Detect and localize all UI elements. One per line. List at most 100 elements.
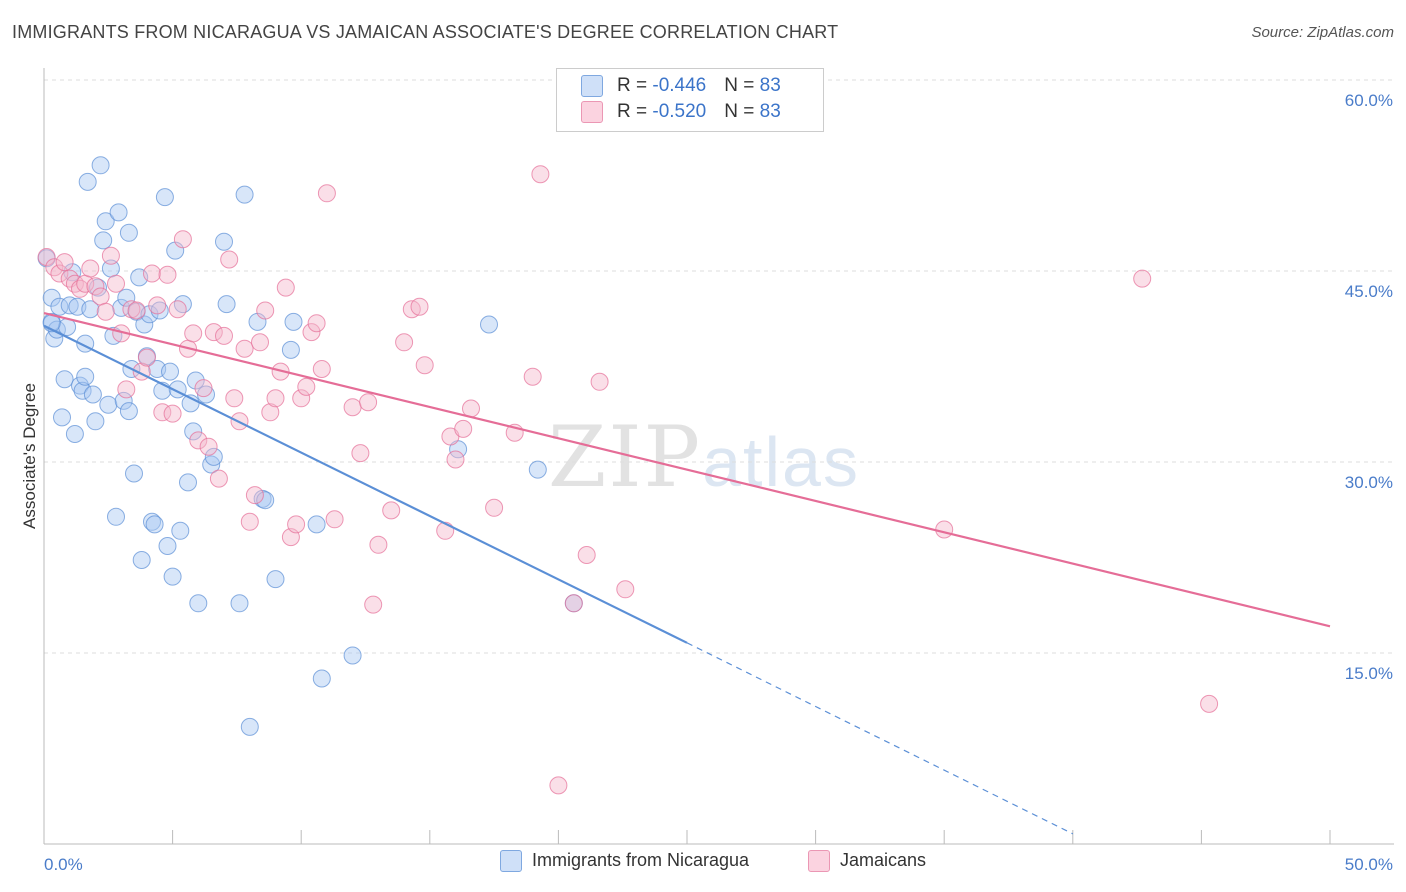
point-jamaicans [577, 546, 596, 564]
legend-row-jamaicans: R = -0.520 N = 83 [581, 101, 781, 125]
point-jamaicans [194, 379, 213, 398]
point-nicaragua [240, 717, 259, 736]
point-nicaragua [55, 370, 74, 389]
legend-r-value: -0.520 [652, 101, 707, 123]
point-jamaicans [86, 277, 105, 296]
point-jamaicans [71, 279, 89, 298]
point-jamaicans [410, 297, 429, 316]
point-nicaragua [161, 362, 179, 381]
grid-lines [44, 79, 1394, 654]
point-jamaicans [240, 512, 259, 531]
point-jamaicans [91, 287, 110, 306]
point-jamaicans [1133, 269, 1152, 288]
y-tick-label: 45.0% [1345, 282, 1393, 301]
point-nicaragua [107, 507, 125, 526]
point-jamaicans [395, 333, 414, 352]
point-jamaicans [935, 520, 954, 539]
point-jamaicans [292, 389, 311, 408]
legend-r-value: -0.446 [652, 75, 707, 97]
point-jamaicans [364, 595, 383, 614]
point-nicaragua [150, 301, 169, 320]
point-nicaragua [81, 300, 100, 319]
point-nicaragua [480, 315, 498, 334]
point-nicaragua [173, 295, 192, 314]
point-jamaicans [446, 450, 465, 469]
point-nicaragua [119, 223, 138, 242]
point-jamaicans [81, 259, 100, 278]
bottom-legend-jamaicans: Jamaicans [808, 850, 927, 873]
point-jamaicans [225, 389, 244, 408]
point-nicaragua [65, 425, 84, 443]
point-nicaragua [96, 212, 115, 231]
point-nicaragua [114, 391, 133, 410]
point-jamaicans [415, 356, 434, 375]
x-tick-label: 50.0% [1345, 855, 1393, 874]
point-jamaicans [168, 300, 187, 319]
point-nicaragua [91, 156, 110, 175]
point-nicaragua [256, 491, 275, 510]
point-nicaragua [204, 447, 223, 466]
point-jamaicans [343, 398, 362, 417]
point-jamaicans [65, 274, 84, 293]
point-jamaicans [209, 469, 228, 488]
point-jamaicans [101, 246, 120, 265]
point-jamaicans [564, 594, 583, 613]
point-jamaicans [531, 165, 550, 184]
point-jamaicans [163, 404, 182, 423]
point-jamaicans [235, 339, 254, 358]
point-nicaragua [73, 381, 92, 400]
point-jamaicans [297, 377, 316, 396]
y-axis-title: Associate's Degree [20, 383, 39, 529]
point-jamaicans [523, 367, 542, 386]
point-nicaragua [528, 460, 547, 479]
point-jamaicans [616, 580, 635, 599]
bottom-legend-label-nicaragua: Immigrants from Nicaragua [532, 850, 750, 870]
point-jamaicans [215, 326, 233, 345]
point-nicaragua [284, 312, 303, 331]
point-nicaragua [94, 231, 113, 250]
point-jamaicans [245, 486, 264, 505]
point-nicaragua [145, 515, 164, 534]
point-jamaicans [199, 437, 218, 456]
bottom-legend-label-jamaicans: Jamaicans [840, 850, 927, 870]
trend-line-nicaragua [43, 324, 688, 644]
point-jamaicans [251, 333, 269, 352]
trend-lines [43, 311, 1331, 835]
point-nicaragua [312, 669, 331, 688]
y-tick-label: 60.0% [1345, 91, 1393, 110]
point-nicaragua [266, 570, 285, 589]
point-nicaragua [132, 551, 151, 569]
point-jamaicans [325, 510, 344, 529]
point-jamaicans [317, 184, 336, 203]
point-jamaicans [127, 301, 146, 320]
chart-title: IMMIGRANTS FROM NICARAGUA VS JAMAICAN AS… [12, 22, 839, 42]
point-nicaragua [158, 537, 177, 555]
axes [43, 68, 1394, 845]
point-jamaicans [454, 419, 473, 438]
source-label: Source: ZipAtlas.com [1251, 24, 1394, 41]
point-jamaicans [312, 360, 331, 378]
point-nicaragua [184, 422, 203, 441]
legend-r-label: R = [617, 101, 653, 123]
legend-n-value: 83 [759, 101, 781, 123]
point-nicaragua [60, 296, 79, 315]
point-jamaicans [436, 521, 455, 540]
legend-row-nicaragua: R = -0.446 N = 83 [581, 75, 781, 99]
point-jamaicans [485, 498, 504, 517]
bottom-legend-swatch-jamaicans [808, 850, 830, 873]
point-jamaicans [1200, 694, 1219, 713]
point-nicaragua [230, 594, 249, 613]
point-nicaragua [217, 295, 236, 314]
point-jamaicans [204, 323, 223, 342]
legend-n-value: 83 [759, 75, 781, 97]
point-nicaragua [42, 288, 61, 307]
data-points [37, 156, 1219, 795]
watermark-zip: ZIP [548, 408, 703, 506]
trend-line-nicaragua-extension [686, 642, 1074, 835]
x-tick-label: 0.0% [44, 855, 83, 874]
legend-r-label: R = [617, 75, 653, 97]
bottom-legend-nicaragua: Immigrants from Nicaragua [500, 850, 750, 873]
point-jamaicans [137, 348, 156, 367]
correlation-legend: R = -0.446 N = 83 R = -0.520 N = 83 [556, 68, 824, 132]
